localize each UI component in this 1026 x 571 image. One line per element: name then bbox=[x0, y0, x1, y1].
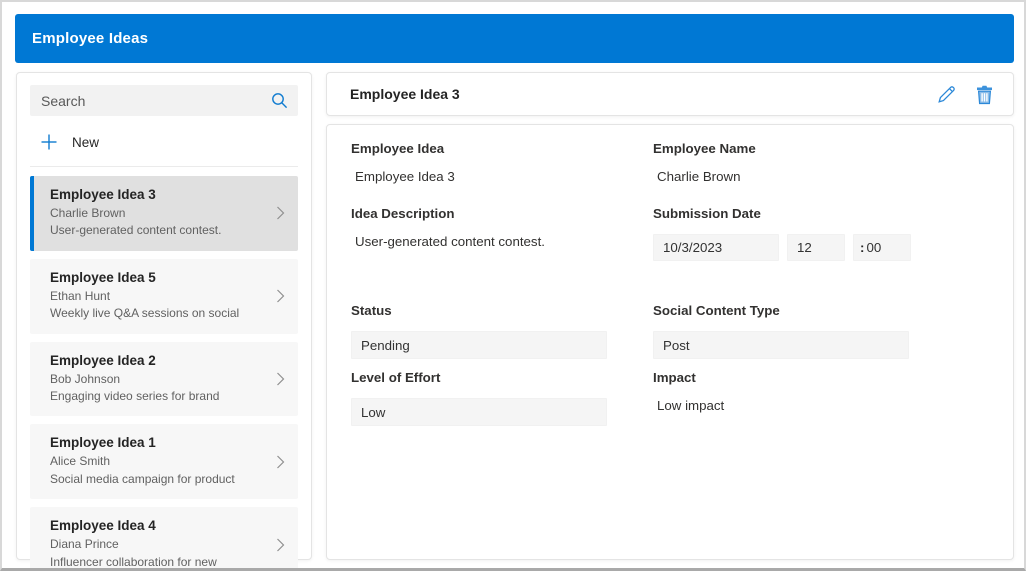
list-item-description: User-generated content contest. bbox=[50, 223, 222, 238]
minute-value: 00 bbox=[866, 240, 882, 255]
list-item[interactable]: Employee Idea 4 Diana Prince Influencer … bbox=[30, 507, 298, 569]
date-input[interactable]: 10/3/2023 bbox=[653, 234, 779, 261]
detail-title: Employee Idea 3 bbox=[350, 86, 460, 102]
list-item-title: Employee Idea 3 bbox=[50, 187, 156, 202]
field-employee-name: Employee Name Charlie Brown bbox=[653, 141, 991, 184]
edit-button[interactable] bbox=[931, 79, 961, 109]
field-idea-description: Idea Description User-generated content … bbox=[351, 206, 653, 261]
pencil-icon bbox=[937, 85, 955, 103]
detail-form: Employee Idea Employee Idea 3 Employee N… bbox=[326, 124, 1014, 560]
field-value: Employee Idea 3 bbox=[355, 169, 455, 184]
chevron-right-icon bbox=[277, 538, 285, 551]
idea-list: Employee Idea 3 Charlie Brown User-gener… bbox=[30, 176, 298, 569]
minute-input[interactable]: :00 bbox=[853, 234, 911, 261]
list-item[interactable]: Employee Idea 1 Alice Smith Social media… bbox=[30, 424, 298, 500]
list-item-title: Employee Idea 2 bbox=[50, 352, 156, 368]
list-item-description: Social media campaign for product bbox=[50, 471, 235, 486]
field-label: Submission Date bbox=[653, 206, 761, 221]
field-label: Impact bbox=[653, 370, 696, 385]
field-impact: Impact Low impact bbox=[653, 370, 991, 426]
social-content-type-input[interactable]: Post bbox=[653, 331, 909, 359]
field-label: Social Content Type bbox=[653, 303, 780, 318]
search-icon[interactable] bbox=[271, 92, 288, 109]
status-input[interactable]: Pending bbox=[351, 331, 607, 359]
time-separator: : bbox=[860, 240, 865, 255]
sidebar-divider bbox=[30, 166, 298, 167]
list-item-name: Alice Smith bbox=[50, 454, 111, 469]
field-value: Low impact bbox=[657, 398, 725, 413]
list-item[interactable]: Employee Idea 2 Bob Johnson Engaging vid… bbox=[30, 341, 298, 417]
date-time-row: 10/3/2023 12 :00 bbox=[653, 234, 991, 261]
field-social-content-type: Social Content Type Post bbox=[653, 303, 991, 359]
list-item-name: Bob Johnson bbox=[50, 371, 121, 386]
search-box bbox=[30, 85, 298, 116]
field-status: Status Pending bbox=[351, 303, 653, 359]
list-item[interactable]: Employee Idea 5 Ethan Hunt Weekly live Q… bbox=[30, 258, 298, 334]
list-item-title: Employee Idea 5 bbox=[50, 269, 156, 285]
field-label: Employee Name bbox=[653, 141, 756, 156]
titlebar: Employee Ideas bbox=[15, 14, 1014, 63]
new-button[interactable]: New bbox=[30, 127, 298, 157]
chevron-right-icon bbox=[277, 372, 285, 386]
list-item-description: Weekly live Q&A sessions on social bbox=[50, 306, 240, 321]
chevron-right-icon bbox=[277, 455, 285, 469]
field-value: User-generated content contest. bbox=[355, 234, 545, 249]
field-label: Level of Effort bbox=[351, 370, 441, 385]
plus-icon bbox=[41, 134, 57, 150]
delete-button[interactable] bbox=[969, 79, 999, 109]
field-label: Idea Description bbox=[351, 206, 455, 221]
list-item-name: Diana Prince bbox=[50, 537, 119, 552]
chevron-right-icon bbox=[277, 289, 285, 303]
app-title: Employee Ideas bbox=[32, 30, 149, 47]
list-item-title: Employee Idea 1 bbox=[50, 435, 156, 451]
hour-input[interactable]: 12 bbox=[787, 234, 845, 261]
list-item-title: Employee Idea 4 bbox=[50, 518, 156, 534]
list-item-name: Ethan Hunt bbox=[50, 288, 111, 303]
field-submission-date: Submission Date 10/3/2023 12 :00 bbox=[653, 206, 991, 261]
field-label: Status bbox=[351, 303, 392, 318]
sidebar: New Employee Idea 3 Charlie Brown User-g… bbox=[16, 72, 312, 568]
field-value: Charlie Brown bbox=[657, 169, 741, 184]
trash-icon bbox=[976, 85, 992, 104]
list-item[interactable]: Employee Idea 3 Charlie Brown User-gener… bbox=[30, 176, 298, 251]
list-item-description: Influencer collaboration for new bbox=[50, 554, 217, 569]
field-label: Employee Idea bbox=[351, 141, 445, 156]
field-level-of-effort: Level of Effort Low bbox=[351, 370, 653, 426]
field-employee-idea: Employee Idea Employee Idea 3 bbox=[351, 141, 653, 184]
level-of-effort-input[interactable]: Low bbox=[351, 398, 607, 426]
chevron-right-icon bbox=[277, 206, 285, 220]
search-input[interactable] bbox=[30, 85, 298, 116]
detail-header: Employee Idea 3 bbox=[326, 72, 1014, 116]
new-button-label: New bbox=[72, 134, 100, 150]
list-item-description: Engaging video series for brand bbox=[50, 388, 220, 403]
list-item-name: Charlie Brown bbox=[50, 206, 126, 220]
form-grid: Employee Idea Employee Idea 3 Employee N… bbox=[351, 141, 989, 448]
